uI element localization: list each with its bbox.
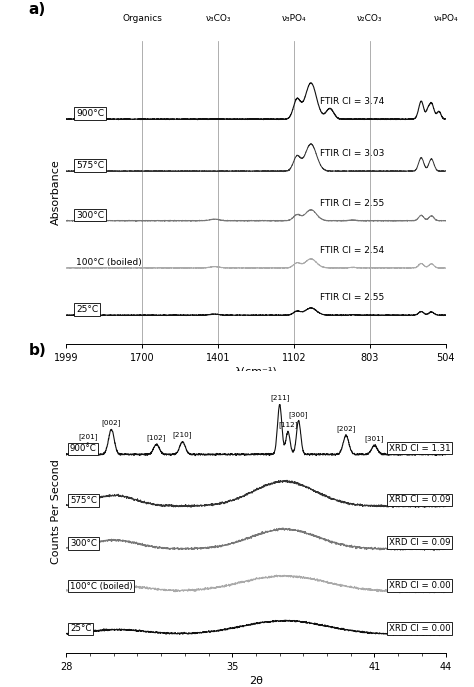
- Text: XRD CI = 1.31: XRD CI = 1.31: [389, 444, 450, 453]
- Text: 900°C: 900°C: [76, 109, 104, 118]
- Text: 900°C: 900°C: [70, 444, 97, 453]
- Text: 300°C: 300°C: [76, 210, 104, 220]
- Text: [202]: [202]: [336, 426, 356, 433]
- Text: XRD CI = 0.00: XRD CI = 0.00: [389, 624, 450, 633]
- Text: [201]: [201]: [78, 433, 98, 440]
- Y-axis label: Counts Per Second: Counts Per Second: [51, 460, 61, 564]
- X-axis label: 2θ: 2θ: [249, 676, 263, 686]
- Text: XRD CI = 0.09: XRD CI = 0.09: [389, 538, 450, 547]
- Text: XRD CI = 0.09: XRD CI = 0.09: [389, 495, 450, 504]
- Text: ν₂CO₃: ν₂CO₃: [357, 14, 383, 23]
- Y-axis label: Absorbance: Absorbance: [51, 159, 61, 225]
- Text: ν₃PO₄: ν₃PO₄: [282, 14, 306, 23]
- Text: 100°C (boiled): 100°C (boiled): [70, 582, 133, 591]
- Text: 575°C: 575°C: [76, 161, 104, 170]
- Text: FTIR CI = 3.03: FTIR CI = 3.03: [320, 149, 384, 158]
- Text: 575°C: 575°C: [70, 496, 97, 505]
- Text: 25°C: 25°C: [76, 305, 99, 314]
- Text: [102]: [102]: [146, 434, 166, 441]
- Text: a): a): [28, 2, 46, 17]
- Text: FTIR CI = 2.55: FTIR CI = 2.55: [320, 293, 384, 302]
- Text: ν₃CO₃: ν₃CO₃: [205, 14, 231, 23]
- Text: b): b): [28, 343, 46, 358]
- Text: [301]: [301]: [365, 436, 384, 442]
- Text: 100°C (boiled): 100°C (boiled): [76, 258, 142, 267]
- Text: 25°C: 25°C: [70, 624, 91, 633]
- Text: ν₄PO₄: ν₄PO₄: [433, 14, 458, 23]
- Text: [002]: [002]: [101, 419, 121, 426]
- Text: FTIR CI = 2.55: FTIR CI = 2.55: [320, 199, 384, 207]
- Text: [211]: [211]: [270, 394, 290, 401]
- Text: [210]: [210]: [173, 431, 192, 438]
- Text: [112]: [112]: [278, 421, 298, 428]
- Text: FTIR CI = 2.54: FTIR CI = 2.54: [320, 246, 384, 255]
- Text: 300°C: 300°C: [70, 539, 97, 548]
- Text: [300]: [300]: [289, 411, 309, 418]
- Text: XRD CI = 0.00: XRD CI = 0.00: [389, 581, 450, 590]
- X-axis label: λ(cm⁻¹): λ(cm⁻¹): [235, 367, 277, 376]
- Text: Organics: Organics: [122, 14, 162, 23]
- Text: FTIR CI = 3.74: FTIR CI = 3.74: [320, 97, 384, 106]
